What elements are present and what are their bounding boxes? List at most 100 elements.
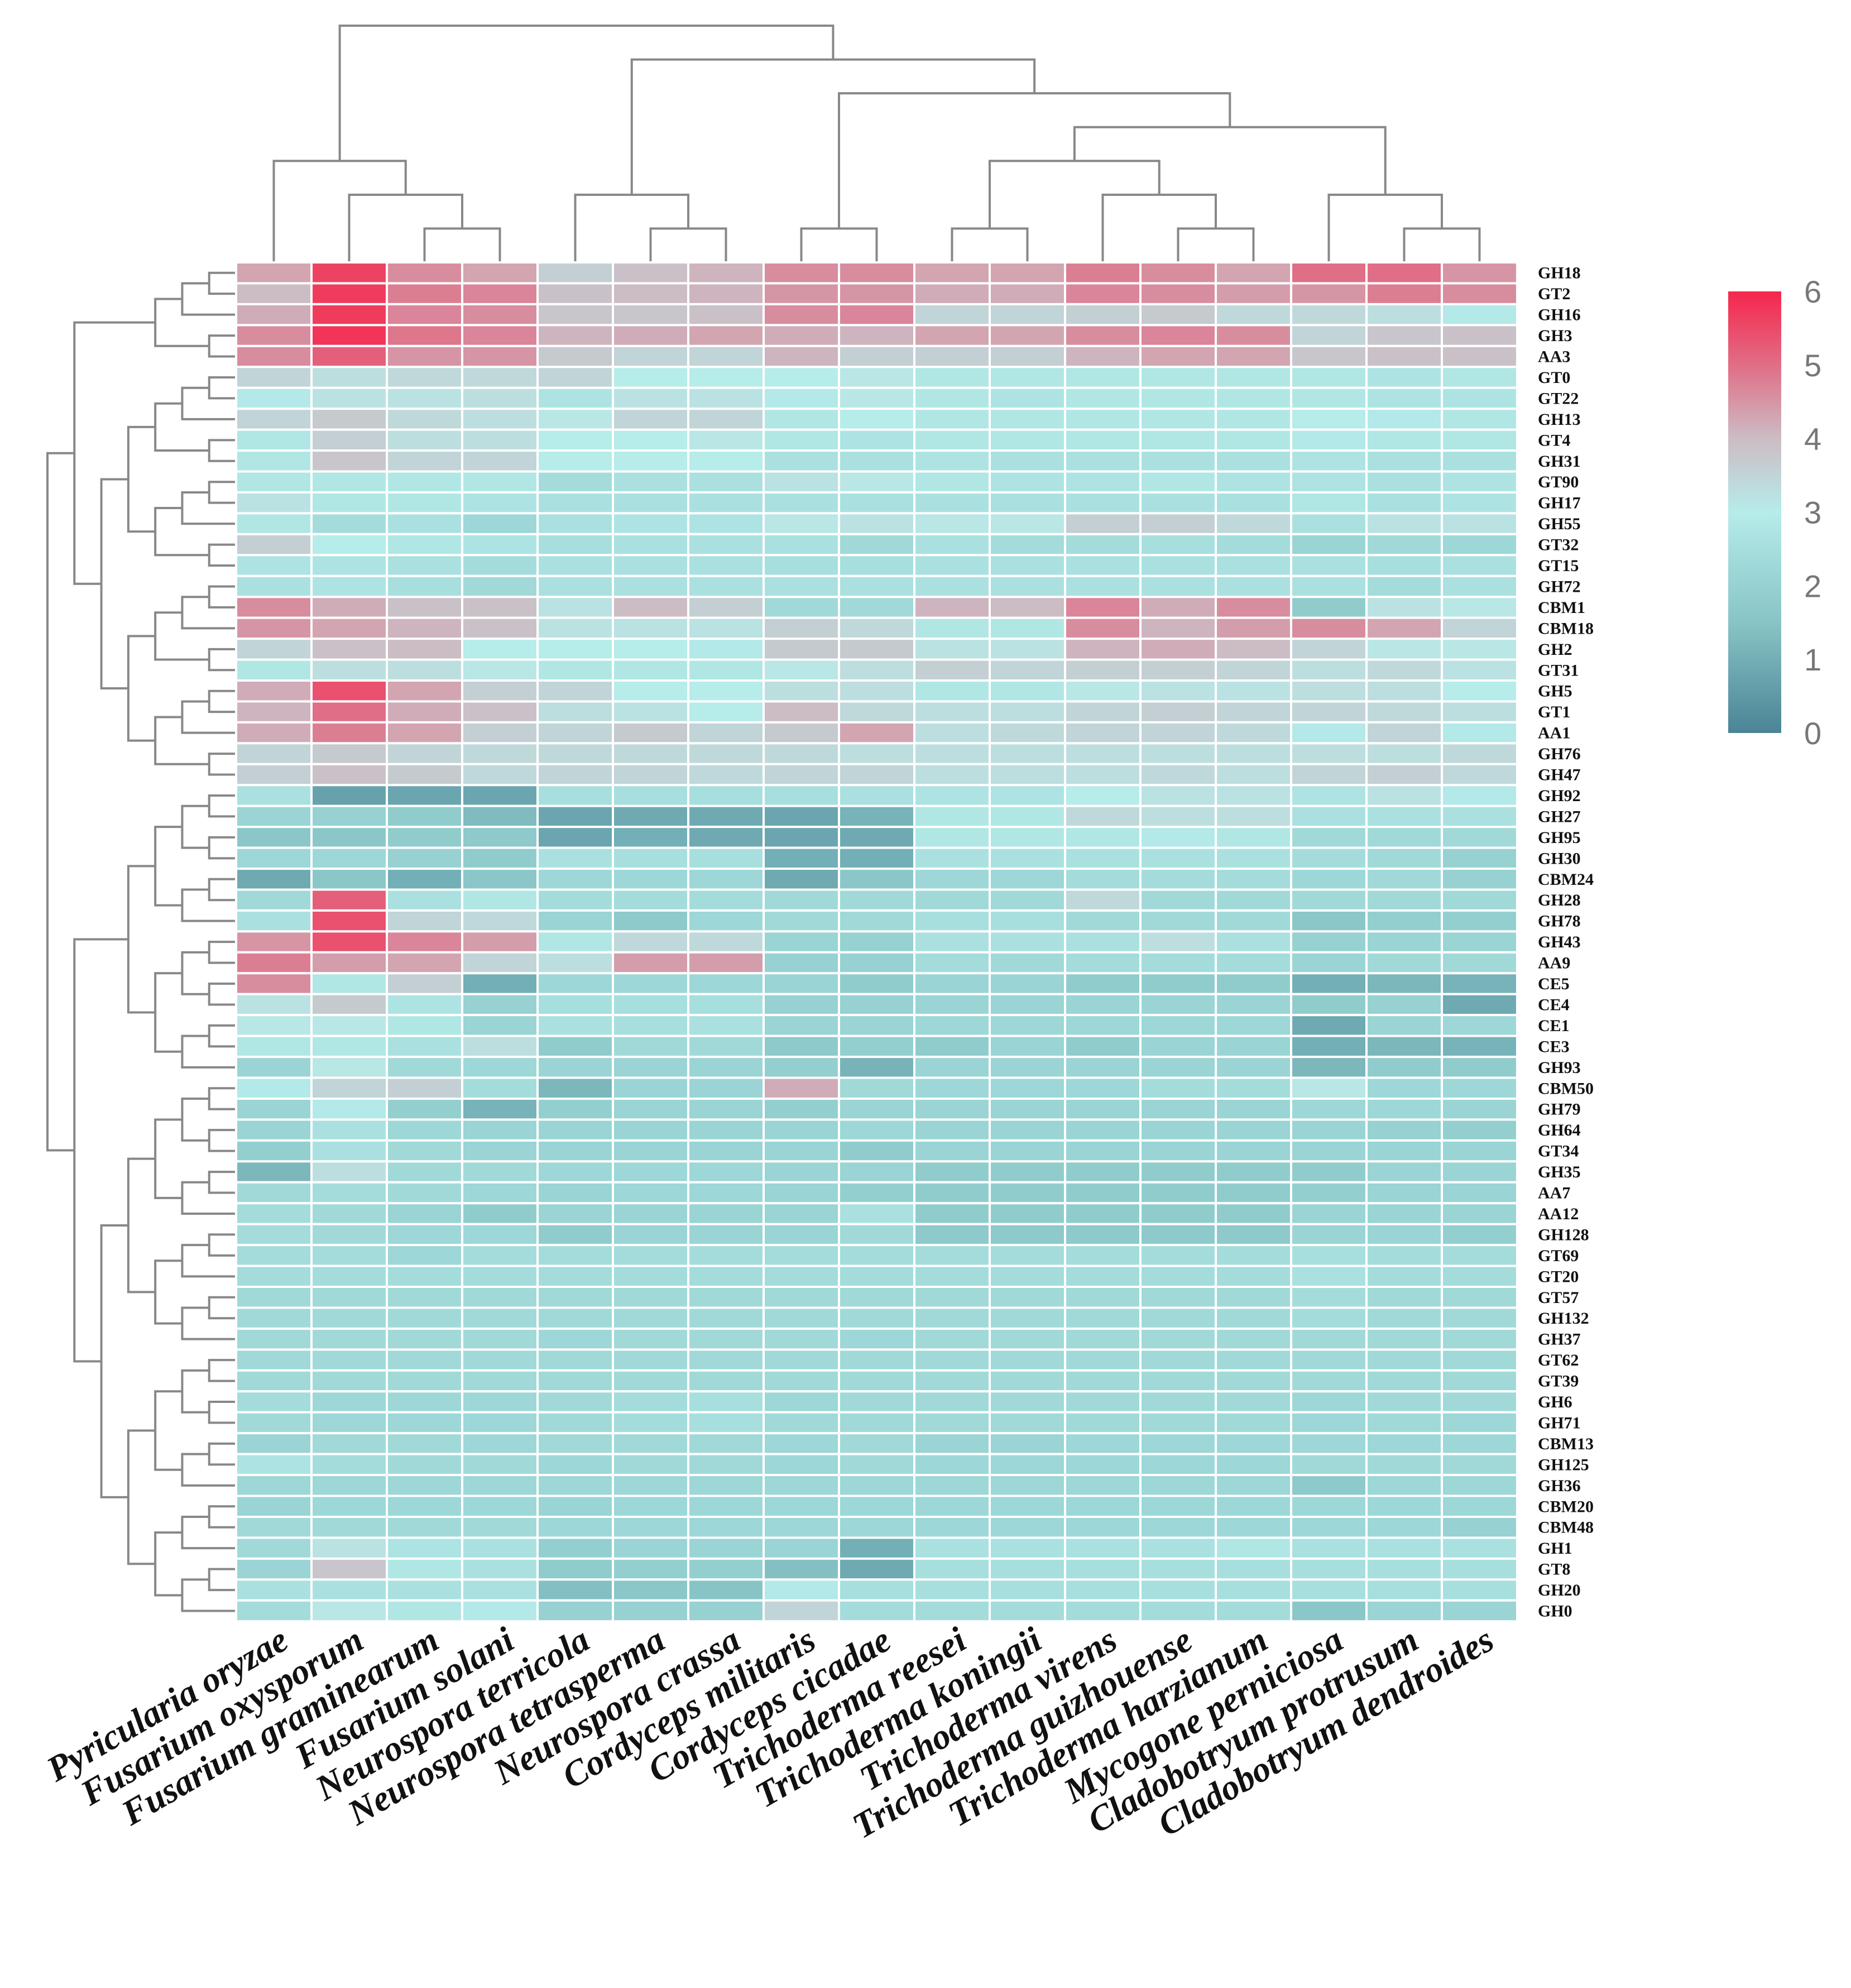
heatmap-cell: [687, 344, 765, 368]
dendrogram-branch: [154, 972, 183, 1053]
dendrogram-branch: [181, 804, 209, 849]
heatmap-cell: [1290, 1160, 1368, 1184]
heatmap-cell: [1064, 344, 1142, 368]
dendrogram-branch: [181, 1453, 236, 1487]
heatmap-cell: [386, 784, 463, 807]
heatmap-cell: [461, 324, 539, 347]
heatmap-cell: [763, 951, 840, 975]
heatmap-cell: [461, 742, 539, 765]
heatmap-cell: [838, 951, 915, 975]
dendrogram-branch: [154, 298, 209, 347]
heatmap-cell: [1365, 846, 1443, 870]
heatmap-cell: [612, 930, 689, 954]
heatmap-cell: [687, 658, 765, 682]
heatmap-cell: [536, 993, 614, 1017]
heatmap-cell: [687, 1098, 765, 1121]
heatmap-cell: [1215, 366, 1292, 389]
heatmap-cell: [536, 888, 614, 912]
heatmap-cell: [1215, 1306, 1292, 1330]
heatmap-cell: [612, 408, 689, 431]
heatmap-cell: [687, 1139, 765, 1163]
heatmap-cell: [1215, 344, 1292, 368]
heatmap-cell: [235, 784, 313, 807]
heatmap-cell: [913, 909, 991, 933]
heatmap-cell: [1290, 366, 1368, 389]
row-label: GT20: [1538, 1267, 1579, 1286]
heatmap-cell: [913, 700, 991, 724]
heatmap-cell: [838, 763, 915, 787]
heatmap-cell: [1441, 972, 1518, 995]
heatmap-cell: [913, 888, 991, 912]
heatmap-cell: [310, 1223, 388, 1247]
heatmap-cell: [763, 1578, 840, 1602]
row-label: CE5: [1538, 975, 1570, 993]
heatmap-cell: [989, 1056, 1066, 1079]
heatmap-cell: [1365, 1578, 1443, 1602]
heatmap-cell: [763, 1432, 840, 1455]
colorbar-tick-label: 2: [1804, 568, 1821, 603]
heatmap-cell: [1290, 1474, 1368, 1497]
colorbar: [1728, 291, 1781, 733]
heatmap-cell: [1290, 491, 1368, 515]
heatmap-cell: [386, 1244, 463, 1267]
heatmap-cell: [1064, 1474, 1142, 1497]
heatmap-cell: [536, 638, 614, 661]
heatmap-cell: [1365, 596, 1443, 619]
heatmap-cell: [1139, 303, 1217, 327]
heatmap-cell: [612, 533, 689, 557]
heatmap-cell: [913, 491, 991, 515]
heatmap-cell: [612, 366, 689, 389]
row-label: GH71: [1538, 1414, 1581, 1432]
heatmap-cell: [461, 512, 539, 535]
heatmap-cell: [386, 1098, 463, 1121]
heatmap-cell: [1365, 344, 1443, 368]
heatmap-cell: [1441, 1264, 1518, 1288]
heatmap-cell: [612, 386, 689, 410]
heatmap-cell: [913, 826, 991, 849]
heatmap-cell: [763, 888, 840, 912]
heatmap-cell: [1365, 1160, 1443, 1184]
heatmap-cell: [913, 763, 991, 787]
row-label: GT31: [1538, 661, 1579, 679]
heatmap-cell: [687, 1453, 765, 1477]
heatmap-cell: [386, 1599, 463, 1623]
heatmap-cell: [913, 721, 991, 745]
heatmap-cell: [763, 1494, 840, 1518]
dendrogram-branch: [423, 227, 501, 262]
heatmap-cell: [235, 1516, 313, 1539]
heatmap-cell: [687, 491, 765, 515]
heatmap-cell: [536, 596, 614, 619]
heatmap-cell: [461, 386, 539, 410]
heatmap-cell: [838, 1516, 915, 1539]
heatmap-cell: [536, 1160, 614, 1184]
heatmap-cell: [838, 491, 915, 515]
row-label: GH79: [1538, 1100, 1581, 1119]
heatmap-cell: [1365, 1286, 1443, 1309]
heatmap-cell: [235, 679, 313, 703]
heatmap-cell: [763, 930, 840, 954]
heatmap-cell: [461, 700, 539, 724]
heatmap-cell: [310, 386, 388, 410]
heatmap-cell: [310, 1557, 388, 1581]
heatmap-cell: [1064, 512, 1142, 535]
heatmap-cell: [913, 1411, 991, 1435]
heatmap-cell: [1290, 1516, 1368, 1539]
heatmap-cell: [235, 1369, 313, 1393]
heatmap-cell: [1215, 888, 1292, 912]
heatmap-cell: [310, 993, 388, 1017]
heatmap-cell: [687, 1369, 765, 1393]
heatmap-cell: [1290, 1306, 1368, 1330]
heatmap-cell: [612, 1432, 689, 1455]
row-label: GH76: [1538, 745, 1581, 763]
heatmap-cell: [913, 408, 991, 431]
heatmap-cell: [612, 428, 689, 452]
heatmap-cell: [235, 1286, 313, 1309]
heatmap-cell: [989, 1118, 1066, 1142]
heatmap-cell: [838, 533, 915, 557]
heatmap-cell: [838, 303, 915, 327]
heatmap-cell: [763, 1034, 840, 1058]
heatmap-cell: [1139, 533, 1217, 557]
heatmap-cell: [838, 846, 915, 870]
heatmap-cell: [687, 1202, 765, 1225]
heatmap-cell: [838, 1264, 915, 1288]
